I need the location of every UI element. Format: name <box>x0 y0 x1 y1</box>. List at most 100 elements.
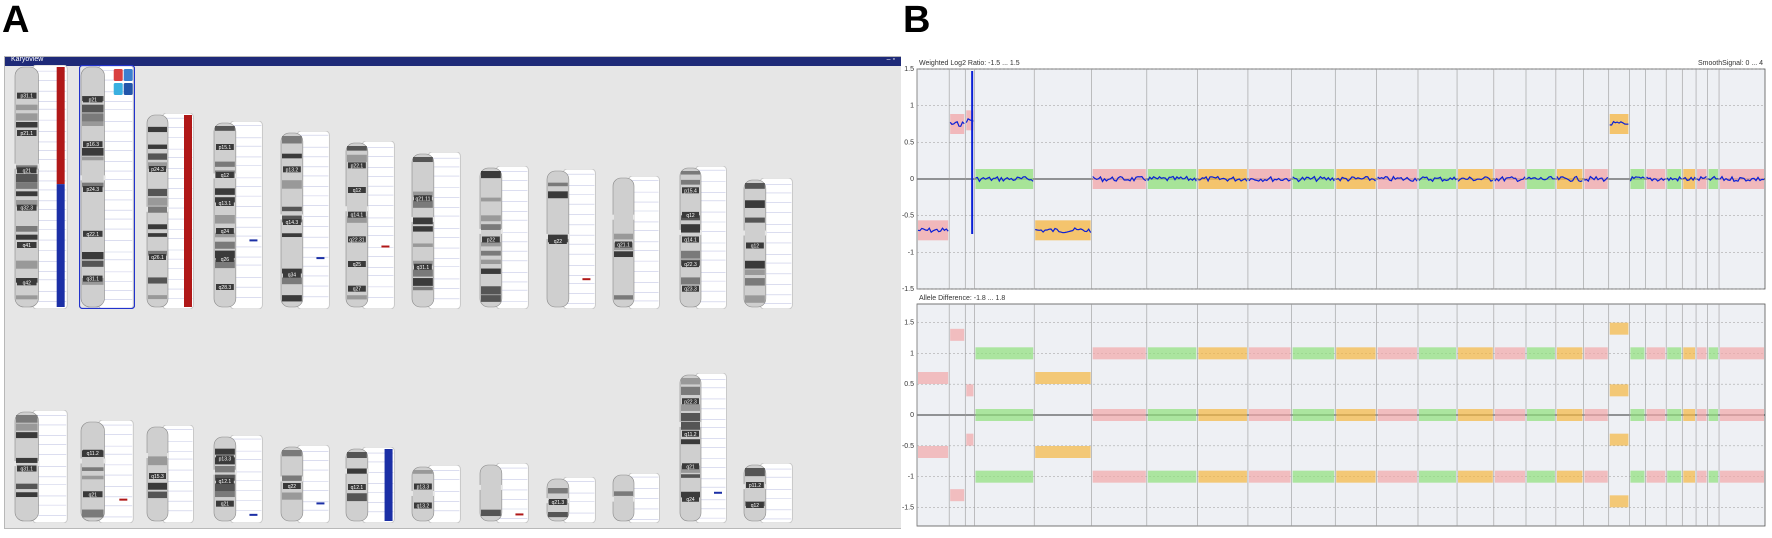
chromosome-20[interactable] <box>478 462 530 524</box>
chromosome-14[interactable]: q11.2 q21 <box>79 419 135 524</box>
chromosome-17[interactable]: q22 <box>279 444 331 524</box>
log2-segment <box>1035 220 1091 241</box>
log2-tick: -1 <box>908 249 914 256</box>
chromosome-18-ideogram: q12.1 <box>345 446 395 524</box>
band-label: q21 <box>686 464 695 470</box>
band-label: q14.1 <box>351 213 364 219</box>
smooth-signal-line <box>1666 175 1682 182</box>
log2-segment <box>950 114 965 134</box>
chromosome-11[interactable]: p15.4 q12 q14.1 q22.3 q23.3 <box>678 165 728 310</box>
chromosome-1-ideogram: p31.1 p21.1 q21 q32.3 q41 q42 <box>14 64 68 310</box>
allele-tick: -1 <box>908 474 914 481</box>
chromosome-3[interactable]: p24.3 q26.1 <box>145 112 195 310</box>
allele-band <box>1418 409 1457 421</box>
band-label: q21.3 <box>552 500 565 506</box>
band-label: q21 <box>89 492 98 498</box>
chromosome-19[interactable]: p13.3 q13.2 <box>410 464 462 524</box>
allele-band <box>1418 470 1457 483</box>
allele-band <box>1708 470 1719 483</box>
chromosome-6[interactable]: p22.1 q12 q14.1 q22.31 q25 q27 <box>344 140 396 310</box>
band-label: q22.31 <box>349 237 365 243</box>
chromosome-5-ideogram: p13.2 q14.3 q34 <box>280 130 330 310</box>
chromosome-2[interactable]: p21 p16.3 p24.3 q22.1 q31.1 <box>78 64 136 310</box>
allele-band <box>1556 470 1583 483</box>
band-label: q22 <box>554 239 563 245</box>
chromosome-X[interactable]: p22.3 q11.2 q21 q24 <box>678 372 728 524</box>
band-label: q21.11 <box>415 196 430 202</box>
allele-band <box>1248 470 1291 483</box>
smooth-signal-line <box>1198 175 1248 183</box>
chromosome-13[interactable]: q31.1 <box>13 409 69 524</box>
chromosome-18[interactable]: q12.1 <box>344 446 396 524</box>
allele-band <box>1147 409 1197 421</box>
allele-tick: -0.5 <box>902 443 914 450</box>
allele-band <box>1609 384 1629 397</box>
chromosome-11-ideogram: p15.4 q12 q14.1 q22.3 q23.3 <box>679 165 727 310</box>
chromosome-12[interactable]: q12 <box>742 177 794 310</box>
log2-tick: 1.5 <box>904 66 914 73</box>
smooth-signal-line <box>1696 175 1707 182</box>
band-label: q42 <box>23 280 32 286</box>
allele-band <box>975 347 1034 360</box>
log2-segment <box>1526 169 1555 189</box>
allele-band <box>1584 409 1608 421</box>
band-label: p15.4 <box>684 188 697 194</box>
band-label: q26.1 <box>151 255 164 261</box>
chromosome-16-ideogram: p13.3 q12.1 q21 <box>213 434 263 524</box>
band-label: q12.1 <box>219 479 232 485</box>
allele-tick: 0 <box>910 412 914 419</box>
chromosome-4[interactable]: p15.1 q12 q13.1 q24 q26 q28.3 <box>212 120 264 310</box>
smooth-signal-line <box>1629 175 1645 182</box>
chromosome-10[interactable]: q21.1 <box>611 175 661 310</box>
allele-band <box>1609 433 1629 446</box>
allele-band <box>1035 446 1091 458</box>
smooth-signal-line <box>1377 175 1418 182</box>
log2-segment <box>975 169 1034 189</box>
band-label: q13.2 <box>417 504 430 510</box>
band-label: q31.1 <box>21 467 34 473</box>
allele-band <box>1630 409 1645 421</box>
log2-segment <box>1584 169 1608 189</box>
chromosome-12-ideogram: q12 <box>743 177 793 310</box>
cnv-marker <box>316 502 325 505</box>
window-controls[interactable]: – ▫ <box>886 56 895 63</box>
karyoview-title: Karyoview <box>11 56 44 63</box>
band-label: q12 <box>751 244 760 250</box>
allele-band <box>1667 470 1682 483</box>
chromosome-22[interactable] <box>611 472 661 524</box>
allele-band <box>1697 347 1707 360</box>
chromosome-Y[interactable]: p11.2 q12 <box>742 462 794 524</box>
chromosome-17-ideogram: q22 <box>280 444 330 524</box>
allele-tick: -1.5 <box>902 505 914 512</box>
band-label: q21 <box>23 168 32 174</box>
chromosome-15[interactable]: q15.3 <box>145 424 195 524</box>
allele-band <box>1630 470 1645 483</box>
allele-band <box>1377 409 1417 421</box>
band-label: q11.2 <box>684 432 696 438</box>
chromosome-8[interactable]: p22 <box>478 165 530 310</box>
band-label: q26 <box>221 257 230 263</box>
allele-band <box>1035 372 1091 384</box>
allele-band <box>966 384 974 397</box>
chromosome-16[interactable]: p13.3 q12.1 q21 <box>212 434 264 524</box>
smooth-signal-line <box>1035 227 1092 234</box>
chromosome-9-ideogram: q22 <box>546 168 596 310</box>
log2-tick: 0.5 <box>904 139 914 146</box>
chromosome-1[interactable]: p31.1 p21.1 q21 q32.3 q41 q42 <box>13 64 69 310</box>
chromosome-9[interactable]: q22 <box>545 168 597 310</box>
chromosome-21[interactable]: q21.3 <box>545 476 597 524</box>
allele-band <box>1720 347 1764 360</box>
allele-band <box>1646 470 1666 483</box>
chromosome-7[interactable]: q21.11 q31.1 <box>410 151 462 310</box>
karyoview-title-bar: Karyoview – ▫ <box>5 56 901 66</box>
allele-band <box>1494 409 1525 421</box>
band-label: q34 <box>288 273 297 279</box>
allele-band <box>1092 347 1146 360</box>
band-label: p13.3 <box>219 456 232 462</box>
log2-segment <box>1697 169 1707 189</box>
band-label: p24.3 <box>151 167 164 173</box>
chromosome-5[interactable]: p13.2 q14.3 q34 <box>279 130 331 310</box>
karyoview-window: Karyoview – ▫ p31.1 p21.1 q21 q32.3 q41 q42 p2… <box>4 56 902 529</box>
allele-band <box>1336 409 1376 421</box>
band-label: p22.1 <box>351 163 364 169</box>
